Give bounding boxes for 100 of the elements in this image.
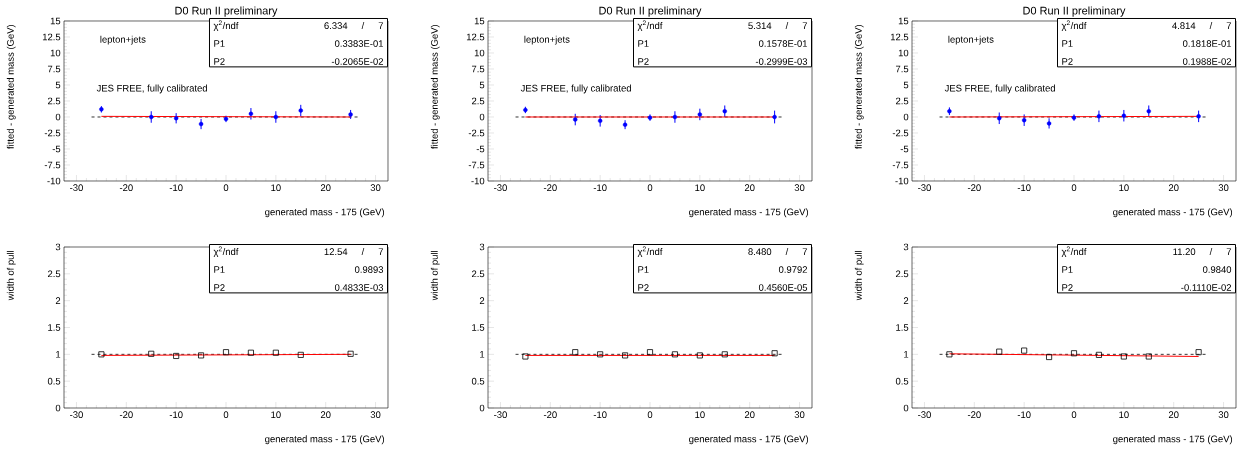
x-tick-label: 10 [1119, 411, 1129, 419]
y-tick-label: 5 [479, 81, 485, 89]
annotation: -0.1110E-02 [1181, 284, 1232, 291]
annotation: 7 [802, 248, 808, 255]
y-tick-label: 1.5 [48, 324, 61, 331]
y-tick-label: 5 [55, 81, 61, 89]
annotation: JES FREE, fully calibrated [520, 84, 631, 94]
y-tick-label: 10 [50, 49, 61, 57]
x-axis-title: generated mass - 175 (GeV) [689, 208, 809, 218]
x-tick-label: 30 [370, 411, 381, 419]
annotation: 11.20 [1173, 248, 1196, 256]
annotation: P2 [1062, 284, 1073, 291]
x-tick-label: 0 [647, 184, 653, 192]
y-tick-label: 12.5 [466, 33, 485, 41]
annotation: P2 [638, 284, 649, 291]
y-tick-label: 2 [479, 297, 485, 304]
annotation: JES FREE, fully calibrated [944, 84, 1055, 94]
annotation: 5.314 [748, 22, 772, 30]
x-tick-label: -30 [70, 411, 83, 419]
y-tick-label: 7.5 [471, 65, 485, 73]
y-tick-label: -7.5 [468, 161, 485, 169]
y-tick-label: 5 [903, 81, 909, 89]
annotation: 0.9840 [1202, 266, 1232, 273]
y-tick-label: 12.5 [42, 33, 61, 41]
y-tick-label: 0 [55, 113, 61, 121]
x-tick-label: -20 [119, 184, 133, 192]
y-tick-label: 2.5 [471, 270, 485, 278]
y-axis-title: fitted - generated mass (GeV) [854, 24, 864, 149]
y-tick-label: 3 [479, 243, 485, 251]
x-axis-title: generated mass - 175 (GeV) [1113, 435, 1233, 445]
x-axis-title: generated mass - 175 (GeV) [1113, 208, 1233, 218]
y-tick-label: 0.5 [47, 377, 61, 385]
y-tick-label: -5 [52, 145, 61, 153]
y-tick-label: 0 [903, 404, 909, 412]
x-tick-label: -30 [918, 411, 931, 419]
y-tick-label: 1 [480, 351, 485, 358]
annotation: P2 [214, 58, 225, 65]
x-tick-label: 20 [744, 184, 755, 192]
x-tick-label: 20 [1168, 184, 1179, 192]
x-tick-label: 30 [794, 411, 805, 419]
x-tick-label: -10 [593, 411, 607, 419]
y-tick-label: 1 [56, 351, 61, 358]
y-tick-label: 0 [55, 404, 61, 412]
x-tick-label: 10 [271, 184, 281, 192]
annotation: / [785, 22, 789, 30]
annotation: P1 [1062, 40, 1073, 47]
y-tick-label: 10 [898, 49, 909, 57]
y-axis-title: width of pull [6, 251, 16, 301]
x-tick-label: -30 [918, 184, 931, 192]
y-tick-label: 15 [898, 17, 909, 25]
y-tick-label: -5 [476, 145, 485, 153]
y-tick-label: -10 [47, 177, 61, 185]
x-tick-label: 0 [1071, 411, 1077, 419]
y-tick-label: 15 [474, 17, 485, 25]
x-tick-label: -20 [967, 184, 981, 192]
y-tick-label: 1.5 [472, 324, 485, 331]
annotation: 4.814 [1172, 22, 1196, 30]
annotation: χ$^{2}$/ndf [1061, 246, 1087, 257]
x-tick-label: 30 [1218, 411, 1229, 419]
annotation: -0.2999E-03 [755, 58, 808, 65]
x-tick-label: -10 [169, 411, 183, 419]
x-tick-label: -10 [593, 184, 607, 192]
x-tick-label: -10 [169, 184, 183, 192]
y-tick-label: 3 [903, 243, 909, 251]
x-axis-title: generated mass - 175 (GeV) [265, 435, 385, 445]
annotation: χ$^{2}$/ndf [637, 20, 663, 31]
annotation: χ$^{2}$/ndf [1061, 20, 1087, 31]
annotation: 0.1988E-02 [1182, 58, 1232, 65]
y-tick-label: -7.5 [892, 161, 909, 169]
x-tick-label: 30 [794, 184, 805, 192]
annotation: / [785, 248, 789, 256]
y-tick-label: 2 [903, 297, 909, 304]
y-tick-label: 0 [903, 113, 909, 121]
x-tick-label: -30 [70, 184, 83, 192]
annotation: lepton+jets [524, 35, 570, 45]
annotation: 7 [1226, 22, 1232, 29]
annotation: / [1209, 248, 1213, 256]
y-tick-label: 2 [55, 297, 61, 304]
annotation: -0.2065E-02 [331, 58, 384, 65]
x-tick-label: -10 [1017, 184, 1031, 192]
annotation: P2 [214, 284, 225, 291]
annotation: 0.4560E-05 [758, 284, 808, 291]
y-tick-label: -2.5 [44, 129, 61, 137]
annotation: P1 [638, 266, 649, 273]
x-tick-label: 30 [1218, 184, 1229, 192]
annotation: χ$^{2}$/ndf [213, 246, 239, 257]
annotation: / [361, 248, 365, 256]
y-tick-label: 0.5 [895, 377, 909, 385]
x-tick-label: -20 [967, 411, 981, 419]
x-tick-label: -10 [1017, 411, 1031, 419]
x-tick-label: 10 [271, 411, 281, 419]
y-tick-label: -10 [895, 177, 909, 185]
y-axis-title: width of pull [854, 251, 864, 301]
y-tick-label: 0.5 [471, 377, 485, 385]
annotation: 7 [1226, 248, 1232, 255]
x-tick-label: -30 [494, 184, 507, 192]
annotation: / [1209, 22, 1213, 30]
annotation: P1 [1062, 266, 1073, 273]
x-tick-label: 0 [647, 411, 653, 419]
x-axis-title: generated mass - 175 (GeV) [689, 435, 809, 445]
